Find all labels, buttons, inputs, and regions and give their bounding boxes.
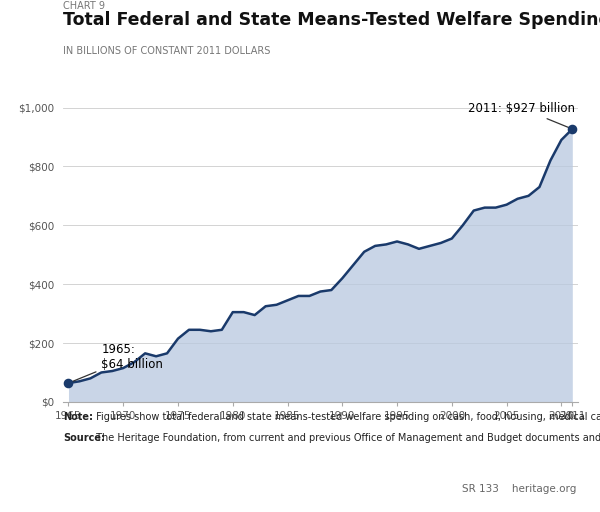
Point (64, 379, 73, 387)
Text: Total Federal and State Means-Tested Welfare Spending, 1965–2011: Total Federal and State Means-Tested Wel… (63, 11, 600, 29)
Text: Note:: Note: (63, 412, 93, 422)
Text: Source:: Source: (63, 433, 105, 443)
Text: CHART 9: CHART 9 (63, 1, 105, 11)
Point (568, 125, 577, 133)
Text: SR 133    heritage.org: SR 133 heritage.org (461, 484, 576, 494)
Text: 1965:
$64 billion: 1965: $64 billion (71, 343, 163, 382)
Text: 2011: $927 billion: 2011: $927 billion (468, 102, 575, 128)
Text: Figures show total federal and state means-tested welfare spending on cash, food: Figures show total federal and state mea… (93, 412, 600, 422)
Text: IN BILLIONS OF CONSTANT 2011 DOLLARS: IN BILLIONS OF CONSTANT 2011 DOLLARS (63, 46, 271, 56)
Text: The Heritage Foundation, from current and previous Office of Management and Budg: The Heritage Foundation, from current an… (93, 433, 600, 443)
